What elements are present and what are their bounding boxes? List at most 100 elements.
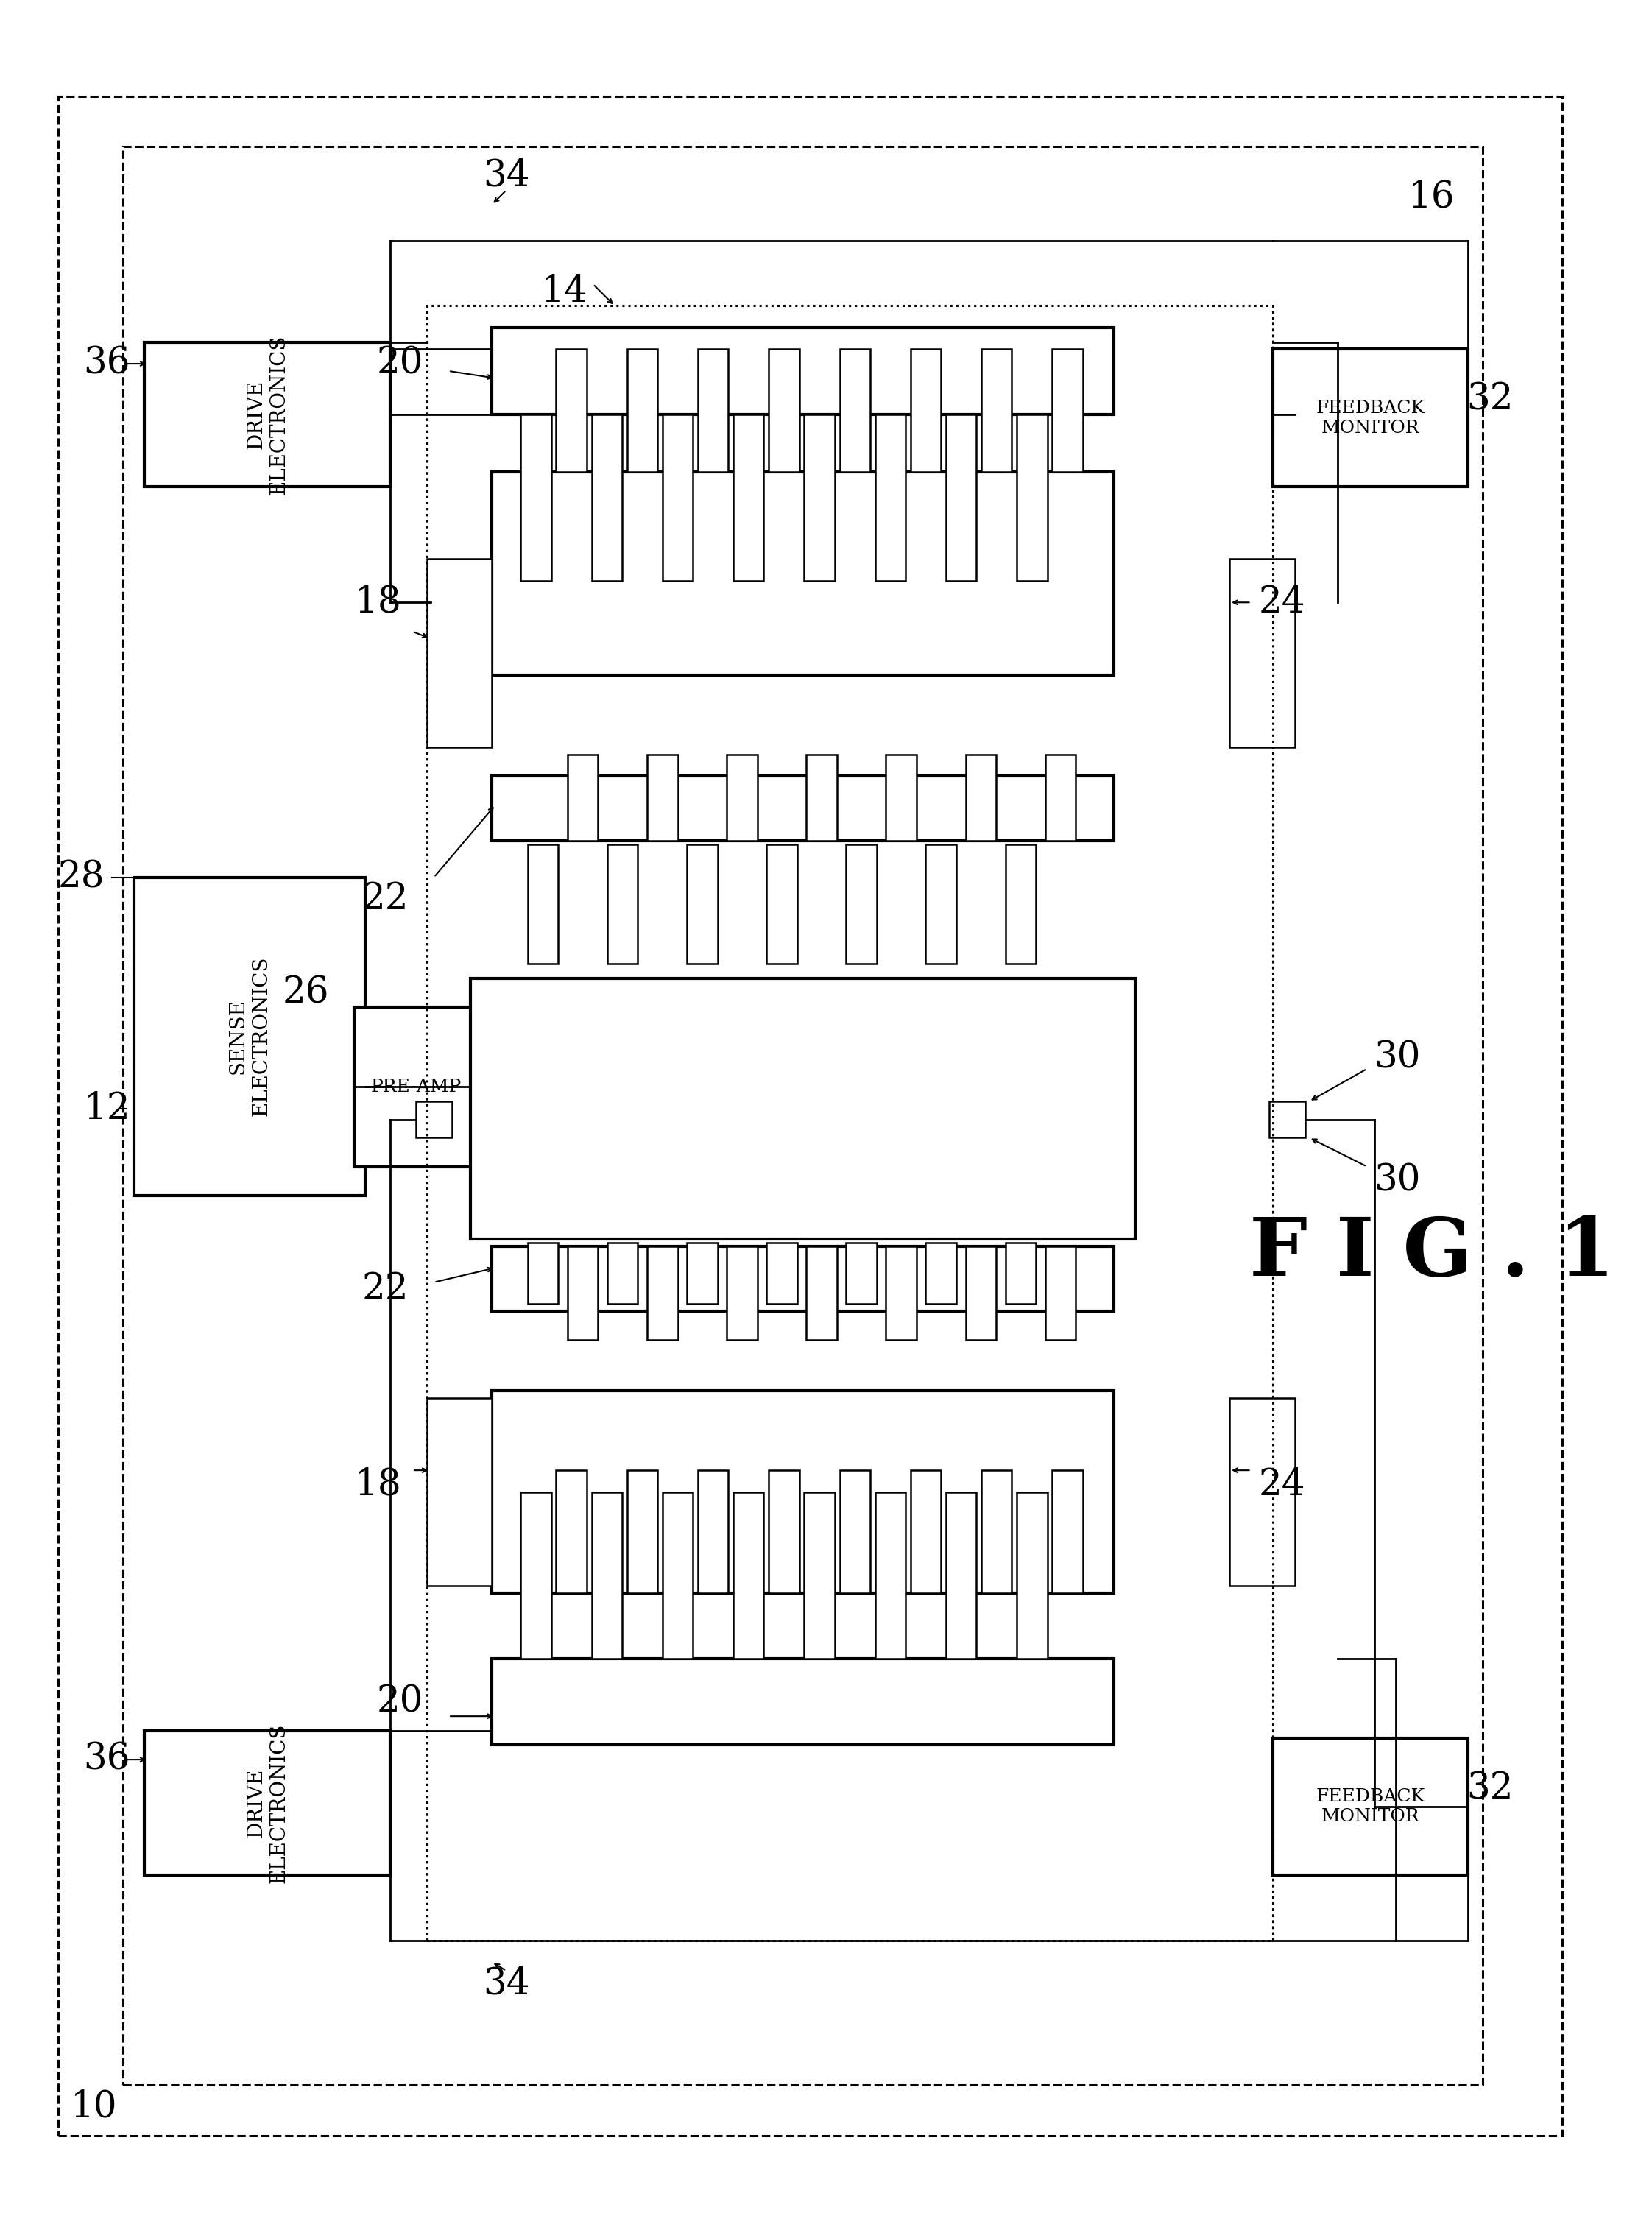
Bar <box>1274 1737 1469 1874</box>
Text: 20: 20 <box>377 1684 423 1720</box>
Bar <box>122 146 1482 2085</box>
Bar <box>628 350 657 471</box>
Text: 30: 30 <box>1374 1040 1421 1076</box>
Bar <box>1052 350 1082 471</box>
Bar <box>925 1241 957 1303</box>
Bar <box>885 1246 917 1341</box>
Bar <box>529 845 558 965</box>
Text: 24: 24 <box>1259 584 1305 620</box>
Bar <box>727 1246 757 1341</box>
Text: 30: 30 <box>1374 1162 1421 1199</box>
Bar <box>1229 1399 1295 1587</box>
Bar <box>806 1246 838 1341</box>
Bar <box>1274 350 1469 487</box>
Bar <box>568 755 598 841</box>
Bar <box>608 1241 638 1303</box>
Text: FEEDBACK
MONITOR: FEEDBACK MONITOR <box>1317 401 1426 436</box>
Bar <box>492 328 1113 414</box>
Bar <box>492 1246 1113 1310</box>
Text: 32: 32 <box>1467 381 1513 418</box>
Bar <box>981 350 1011 471</box>
Text: 18: 18 <box>355 584 401 620</box>
Bar <box>557 350 586 471</box>
Text: 16: 16 <box>1409 179 1455 215</box>
Bar <box>697 1469 729 1593</box>
Bar <box>648 1246 677 1341</box>
Bar <box>727 755 757 841</box>
Text: 12: 12 <box>84 1091 131 1126</box>
Bar <box>768 350 800 471</box>
Bar <box>492 777 1113 841</box>
Text: 28: 28 <box>58 859 104 896</box>
Bar <box>1229 560 1295 748</box>
Text: 36: 36 <box>84 1742 131 1777</box>
Bar <box>768 1469 800 1593</box>
Bar <box>981 1469 1011 1593</box>
Bar <box>697 350 729 471</box>
Bar <box>767 1241 796 1303</box>
Bar <box>687 1241 717 1303</box>
Bar <box>492 1658 1113 1746</box>
Bar <box>591 414 623 580</box>
Bar <box>910 1469 942 1593</box>
Text: 36: 36 <box>84 345 131 383</box>
Bar <box>687 845 717 965</box>
Bar <box>1018 414 1047 580</box>
Text: DRIVE
ELECTRONICS: DRIVE ELECTRONICS <box>246 334 289 493</box>
Bar <box>568 1246 598 1341</box>
Bar <box>1046 755 1075 841</box>
Bar <box>805 414 834 580</box>
Bar <box>520 1492 552 1658</box>
Bar <box>608 845 638 965</box>
Bar <box>1052 1469 1082 1593</box>
Bar <box>426 305 1274 1941</box>
Bar <box>145 343 390 487</box>
Bar <box>1046 1246 1075 1341</box>
Bar <box>806 755 838 841</box>
Bar <box>426 560 492 748</box>
Text: 10: 10 <box>71 2089 117 2124</box>
Bar <box>805 1492 834 1658</box>
Bar <box>839 350 871 471</box>
Text: F I G . 1: F I G . 1 <box>1249 1215 1616 1292</box>
Text: SENSE
ELECTRONICS: SENSE ELECTRONICS <box>228 956 271 1115</box>
Bar <box>520 414 552 580</box>
Bar <box>557 1469 586 1593</box>
Bar <box>1269 1102 1305 1137</box>
Text: 32: 32 <box>1467 1770 1513 1806</box>
Bar <box>910 350 942 471</box>
Bar <box>839 1469 871 1593</box>
Bar <box>134 876 365 1195</box>
Bar <box>492 471 1113 675</box>
Text: 18: 18 <box>355 1467 401 1503</box>
Bar <box>662 414 692 580</box>
Bar <box>529 1241 558 1303</box>
Bar <box>846 845 877 965</box>
Bar <box>733 414 763 580</box>
Text: FEEDBACK
MONITOR: FEEDBACK MONITOR <box>1317 1788 1426 1826</box>
Bar <box>1006 845 1036 965</box>
Bar <box>947 414 976 580</box>
Text: 24: 24 <box>1259 1467 1305 1503</box>
Bar <box>767 845 796 965</box>
Text: 22: 22 <box>362 1270 408 1308</box>
Bar <box>965 1246 996 1341</box>
Bar <box>426 1399 492 1587</box>
Bar <box>876 1492 905 1658</box>
Bar <box>965 755 996 841</box>
Text: 22: 22 <box>362 881 408 916</box>
Bar <box>876 414 905 580</box>
Bar <box>648 755 677 841</box>
Bar <box>885 755 917 841</box>
Bar <box>628 1469 657 1593</box>
Bar <box>846 1241 877 1303</box>
Text: 34: 34 <box>482 157 530 195</box>
Bar <box>591 1492 623 1658</box>
Text: 26: 26 <box>282 974 329 1011</box>
Bar <box>733 1492 763 1658</box>
Bar <box>1006 1241 1036 1303</box>
Bar <box>947 1492 976 1658</box>
Bar <box>925 845 957 965</box>
Bar <box>355 1007 477 1166</box>
Text: PRE-AMP: PRE-AMP <box>370 1078 461 1095</box>
